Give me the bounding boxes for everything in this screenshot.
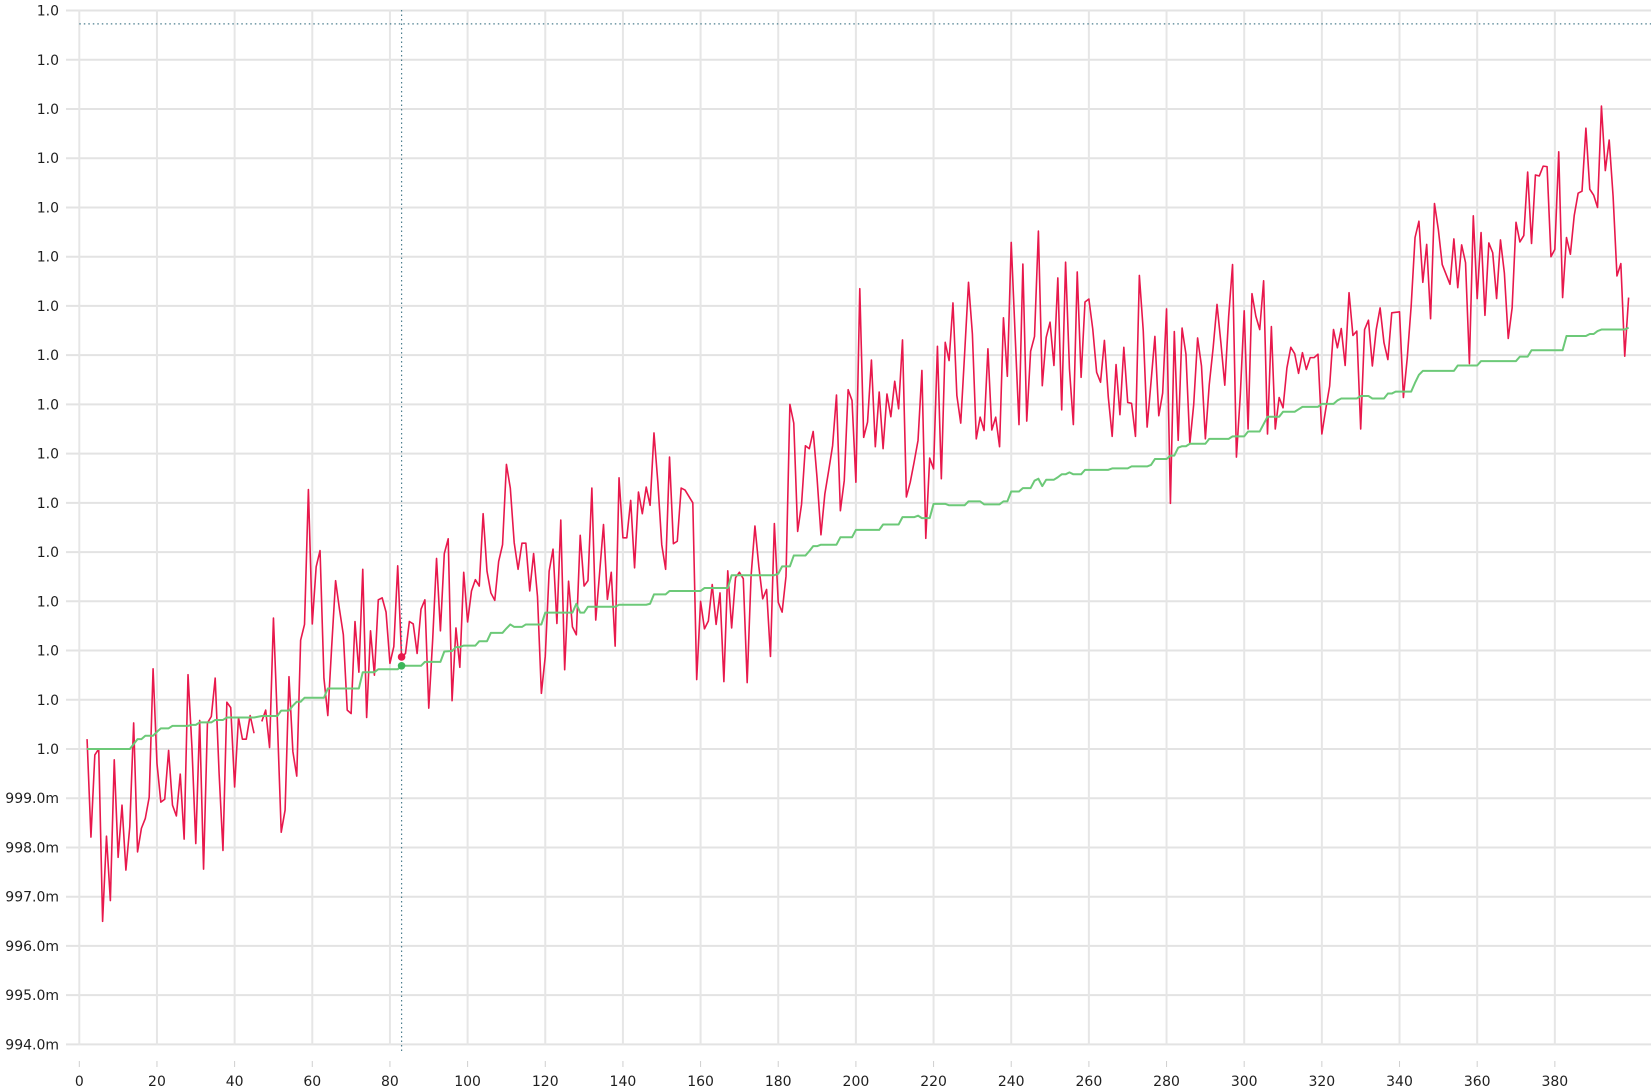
x-tick-label: 20 xyxy=(148,1074,166,1090)
y-tick-label: 1.0 xyxy=(37,397,59,413)
y-tick-label: 1.0 xyxy=(37,348,59,364)
x-tick-label: 380 xyxy=(1541,1074,1568,1090)
hover-point-marker[interactable] xyxy=(397,653,406,661)
y-tick-label: 1.0 xyxy=(37,644,59,660)
y-tick-label: 1.0 xyxy=(37,102,59,118)
y-tick-label: 996.0m xyxy=(5,939,59,955)
x-tick-label: 280 xyxy=(1153,1074,1180,1090)
x-tick-label: 220 xyxy=(920,1074,947,1090)
y-tick-label: 1.0 xyxy=(37,693,59,709)
x-tick-label: 40 xyxy=(226,1074,244,1090)
x-tick-label: 340 xyxy=(1386,1074,1413,1090)
series-line-green[interactable] xyxy=(87,326,1630,750)
y-tick-label: 995.0m xyxy=(5,988,59,1004)
y-tick-label: 994.0m xyxy=(5,1037,59,1053)
x-axis: 0 20 40 60 80 100 120 140 160 180 200 220 240 260 280 3… xyxy=(75,1061,1568,1090)
x-tick-label: 320 xyxy=(1308,1074,1335,1090)
x-tick-label: 100 xyxy=(454,1074,481,1090)
y-tick-label: 1.0 xyxy=(37,594,59,610)
y-axis: 994.0m 995.0m 996.0m 997.0m 998.0m 999.0m 1.0 1… xyxy=(5,4,59,1054)
series-line-red[interactable] xyxy=(86,105,1630,923)
x-tick-label: 60 xyxy=(303,1074,321,1090)
y-tick-label: 1.0 xyxy=(37,545,59,561)
y-tick-label: 1.0 xyxy=(37,447,59,463)
y-tick-label: 1.0 xyxy=(37,742,59,758)
x-tick-label: 200 xyxy=(843,1074,870,1090)
x-tick-label: 240 xyxy=(998,1074,1025,1090)
y-tick-label: 1.0 xyxy=(37,496,59,512)
y-tick-label: 1.0 xyxy=(37,151,59,167)
crosshair-overlay xyxy=(79,10,1651,1053)
y-tick-label: 999.0m xyxy=(5,791,59,807)
x-tick-label: 360 xyxy=(1464,1074,1491,1090)
hover-point-marker[interactable] xyxy=(397,662,406,670)
plot-area[interactable] xyxy=(86,105,1630,923)
x-tick-label: 160 xyxy=(687,1074,714,1090)
y-tick-label: 997.0m xyxy=(5,890,59,906)
x-tick-label: 0 xyxy=(75,1074,84,1090)
x-tick-label: 300 xyxy=(1231,1074,1258,1090)
y-tick-label: 998.0m xyxy=(5,840,59,856)
y-tick-label: 1.0 xyxy=(37,4,59,20)
x-tick-label: 140 xyxy=(610,1074,637,1090)
grid xyxy=(66,9,1651,1046)
x-tick-label: 260 xyxy=(1076,1074,1103,1090)
y-tick-label: 1.0 xyxy=(37,200,59,216)
y-tick-label: 1.0 xyxy=(37,53,59,69)
x-tick-label: 180 xyxy=(765,1074,792,1090)
x-tick-label: 120 xyxy=(532,1074,559,1090)
y-tick-label: 1.0 xyxy=(37,250,59,266)
y-tick-label: 1.0 xyxy=(37,299,59,315)
x-tick-label: 80 xyxy=(381,1074,399,1090)
